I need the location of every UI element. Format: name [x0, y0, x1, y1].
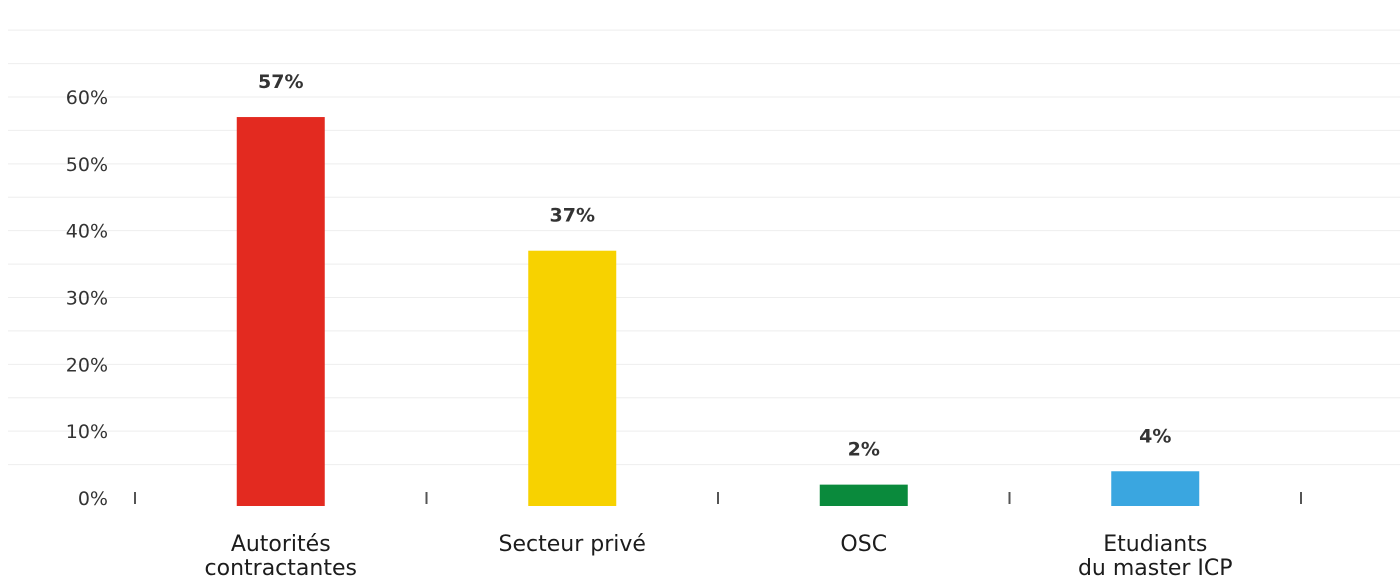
data-label: 37%	[550, 205, 595, 227]
data-labels: 57% 37% 2% 4%	[258, 71, 1171, 461]
bar	[819, 484, 908, 506]
bar	[1111, 471, 1200, 506]
data-label: 2%	[848, 439, 880, 461]
y-axis: 0% 10% 20% 30% 40% 50% 60%	[66, 87, 108, 510]
category-label: Autorités	[231, 532, 331, 557]
data-label: 57%	[258, 71, 303, 93]
bars	[236, 117, 1200, 507]
y-tick-label: 30%	[66, 288, 108, 310]
y-tick-label: 20%	[66, 354, 108, 376]
category-label: Etudiants	[1103, 532, 1207, 557]
bar	[236, 117, 325, 507]
y-tick-label: 50%	[66, 154, 108, 176]
y-tick-label: 40%	[66, 221, 108, 243]
y-tick-label: 0%	[78, 488, 108, 510]
category-label: du master ICP	[1078, 556, 1233, 577]
y-tick-label: 60%	[66, 87, 108, 109]
x-axis-ticks	[134, 492, 1302, 504]
data-label: 4%	[1139, 425, 1171, 447]
gridlines	[8, 29, 1400, 466]
category-label: contractantes	[205, 556, 357, 577]
category-label: Secteur privé	[499, 532, 646, 557]
bar	[528, 250, 617, 506]
category-label: OSC	[840, 532, 887, 557]
y-tick-label: 10%	[66, 421, 108, 443]
